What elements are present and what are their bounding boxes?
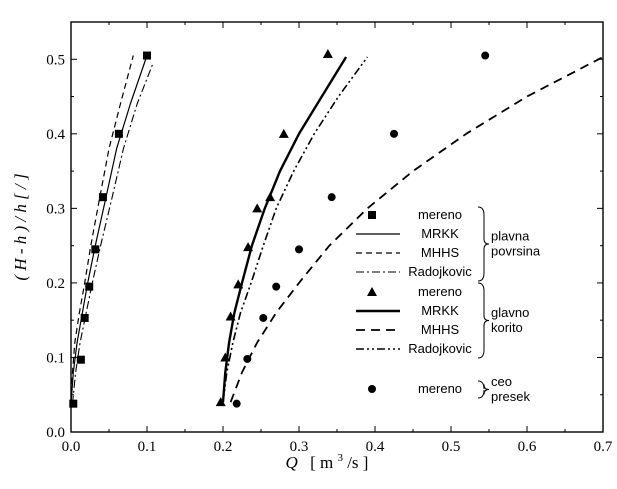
series-line	[229, 56, 604, 403]
x-tick-label: 0.4	[366, 439, 385, 455]
x-axis-symbol: Q	[286, 453, 298, 472]
series-line	[70, 55, 134, 404]
data-point	[215, 397, 226, 407]
x-tick-label: 0.6	[518, 439, 537, 455]
legend-group-label: plavna	[491, 229, 530, 244]
series-5	[221, 56, 348, 403]
legend-entry: MHHS	[356, 322, 459, 337]
series-line	[71, 62, 154, 404]
x-tick-label: 0.7	[594, 439, 613, 455]
data-point	[91, 245, 100, 254]
data-point	[76, 355, 85, 364]
x-axis-unit-close: /s ]	[347, 453, 368, 472]
legend-marker	[368, 211, 376, 219]
data-point	[232, 399, 241, 408]
data-point	[98, 193, 107, 202]
y-tick-label: 0.5	[46, 52, 65, 68]
data-point	[243, 354, 252, 363]
legend-group-label: povrsina	[491, 244, 541, 259]
data-point	[69, 399, 78, 408]
data-point	[252, 203, 263, 213]
series-3	[71, 62, 154, 404]
legend-entry: mereno	[367, 284, 462, 299]
data-point	[390, 129, 398, 138]
series-line	[222, 56, 369, 403]
data-point	[481, 51, 490, 60]
series-2	[70, 55, 134, 404]
series-line	[221, 56, 348, 403]
data-point	[322, 49, 333, 59]
legend-label: mereno	[418, 284, 462, 299]
legend-entry: MRKK	[356, 303, 459, 318]
series-1	[70, 55, 148, 404]
legend-group-brace	[477, 206, 490, 282]
x-axis-unit-exp: 3	[337, 452, 343, 464]
legend-group-label: ceo	[491, 374, 512, 389]
legend-entry: mereno	[368, 381, 462, 396]
series-0	[69, 51, 151, 408]
data-point	[295, 245, 303, 254]
legend-label: Radojkovic	[408, 264, 472, 279]
y-tick-label: 0.1	[46, 350, 65, 366]
x-tick-label: 0.5	[442, 439, 461, 455]
legend-marker	[367, 287, 377, 296]
x-tick-label: 0.0	[62, 439, 81, 455]
y-axis-label: ( H - h ) / h [ / ]	[11, 173, 30, 280]
legend-group-label: presek	[491, 389, 531, 404]
legend-entry: MHHS	[356, 245, 459, 260]
legend-group-label: glavno	[491, 305, 529, 320]
legend-label: MHHS	[421, 322, 460, 337]
legend-entry: MRKK	[356, 226, 459, 241]
legend-label: Radojkovic	[408, 341, 472, 356]
legend: mereno MRKK MHHS Radojkovic mereno MRKK MHHS Ra…	[356, 206, 541, 404]
series-4	[215, 49, 333, 407]
x-tick-label: 0.2	[214, 439, 233, 455]
x-axis-unit-open: [ m	[310, 453, 333, 472]
plot-frame	[70, 21, 604, 433]
legend-label: MHHS	[421, 245, 460, 260]
legend-group-label: korito	[491, 320, 523, 335]
legend-label: mereno	[418, 207, 462, 222]
data-point	[278, 128, 289, 138]
legend-label: MRKK	[421, 303, 459, 318]
data-point	[114, 129, 123, 138]
data-point	[85, 282, 94, 291]
data-point	[259, 313, 268, 322]
legend-label: mereno	[418, 381, 462, 396]
series-7	[222, 56, 369, 403]
legend-group-brace	[477, 380, 490, 399]
y-tick-label: 0.3	[46, 201, 65, 217]
series-6	[229, 56, 604, 403]
legend-entry: mereno	[368, 207, 462, 222]
x-tick-label: 0.1	[138, 439, 157, 455]
series-line	[70, 55, 148, 404]
y-tick-label: 0.4	[46, 127, 65, 143]
series-layer	[69, 49, 604, 408]
y-tick-label: 0.0	[46, 425, 65, 441]
legend-entry: Radojkovic	[356, 264, 472, 279]
data-point	[272, 282, 281, 291]
ticks-layer: 0.0 0.1 0.2 0.3 0.4 0.5 0.6 0.7 0.0 0.1 0.2 0.3 0.4 0…	[46, 21, 613, 455]
legend-entry: Radojkovic	[356, 341, 472, 356]
legend-marker	[368, 385, 376, 393]
series-8	[232, 51, 490, 408]
x-tick-label: 0.3	[290, 439, 309, 455]
data-point	[327, 193, 336, 202]
y-tick-label: 0.2	[46, 276, 65, 292]
x-axis-label: Q [ m 3 /s ]	[286, 446, 369, 472]
legend-group-brace	[477, 282, 490, 359]
legend-label: MRKK	[421, 226, 459, 241]
